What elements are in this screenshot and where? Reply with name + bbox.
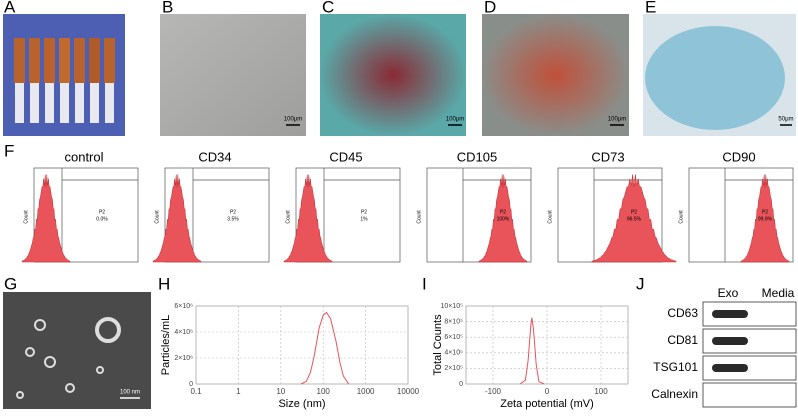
- plot-frame: [465, 305, 629, 385]
- curve: [300, 311, 350, 385]
- x-tick-label: 100: [594, 387, 608, 396]
- histogram: [591, 174, 677, 263]
- plot-title: CD73: [591, 149, 624, 164]
- plot-frame: [295, 167, 401, 263]
- y-label: Count: [678, 210, 684, 224]
- syringes: [14, 38, 115, 123]
- panel-label: D: [484, 0, 496, 16]
- gate-percent: 3.5%: [227, 216, 239, 222]
- tissue: [645, 26, 785, 130]
- x-tick-label: 1: [236, 387, 241, 396]
- x-axis-label: Size (nm): [278, 398, 325, 410]
- plot-title: control: [64, 149, 103, 164]
- gate-percent: 96.5%: [627, 216, 642, 222]
- gate-percent: 1%: [360, 216, 368, 222]
- plot-frame: [33, 167, 139, 263]
- panel-label: F: [4, 141, 14, 160]
- tem-g: [3, 292, 151, 409]
- histogram: [740, 174, 790, 263]
- y-tick-label: 0: [189, 381, 193, 388]
- panel-label: B: [162, 0, 173, 16]
- gate-label: P2: [762, 209, 768, 215]
- band: [712, 337, 748, 345]
- band: [712, 310, 748, 318]
- x-tick-label: -100: [485, 387, 502, 396]
- row-label: Calnexin: [651, 387, 698, 401]
- gate-percent: 100%: [497, 216, 510, 222]
- y-tick-label: 0: [459, 381, 463, 388]
- plot-title: CD45: [329, 149, 362, 164]
- y-label: Count: [547, 210, 553, 224]
- gate-label: P2: [500, 209, 506, 215]
- y-tick-label: 6×10⁶: [174, 303, 193, 310]
- micrograph-d: [482, 14, 629, 136]
- panel-label: G: [4, 274, 17, 293]
- y-label: Count: [154, 210, 160, 224]
- y-tick-label: 4×10⁵: [444, 350, 463, 357]
- histogram: [283, 174, 333, 263]
- scale-label: 100μm: [446, 117, 464, 123]
- y-tick-label: 10×10⁵: [440, 303, 463, 310]
- scale-label: 100 nm: [120, 390, 140, 396]
- histogram: [478, 174, 528, 263]
- y-tick-label: 2×10⁶: [174, 355, 193, 362]
- x-axis-label: Zeta potential (mV): [500, 398, 594, 410]
- y-tick-label: 2×10⁵: [444, 365, 463, 372]
- row-label: CD63: [667, 306, 698, 320]
- plot-title: CD34: [198, 149, 231, 164]
- blot-strip: [702, 382, 797, 408]
- scale-bars: [120, 124, 792, 399]
- x-tick-label: 10: [276, 387, 285, 396]
- row-label: TSG101: [653, 360, 698, 374]
- panel-label: J: [636, 274, 645, 293]
- plot-frame: [164, 167, 270, 263]
- panel-label: C: [322, 0, 334, 16]
- micrograph-b: [160, 14, 306, 136]
- histogram: [21, 174, 71, 263]
- y-label: Count: [285, 210, 291, 224]
- row-label: CD81: [667, 333, 698, 347]
- column-label: Media: [762, 286, 795, 300]
- y-axis-label: Total Counts: [432, 314, 444, 376]
- micrograph-c: [320, 14, 466, 136]
- plot-title: CD90: [722, 149, 755, 164]
- gate-label: P2: [99, 209, 105, 215]
- panel-label: A: [4, 0, 16, 16]
- panel-label: E: [645, 0, 656, 16]
- plot-title: CD105: [457, 149, 497, 164]
- vesicles: [16, 317, 121, 399]
- y-tick-label: 6×10⁵: [444, 334, 463, 341]
- column-label: Exo: [718, 286, 739, 300]
- curve: [519, 317, 545, 385]
- gate-label: P2: [631, 209, 637, 215]
- panel-label: H: [158, 274, 170, 293]
- x-tick-label: 0: [545, 387, 550, 396]
- y-tick-label: 8×10⁵: [444, 318, 463, 325]
- scale-label: 100μm: [284, 117, 302, 123]
- panel-label: I: [422, 274, 427, 293]
- x-tick-label: 10000: [397, 387, 420, 396]
- x-tick-label: 0.1: [190, 387, 202, 396]
- y-label: Count: [416, 210, 422, 224]
- plot-frame: [195, 305, 409, 385]
- y-tick-label: 4×10⁶: [174, 329, 193, 336]
- x-tick-label: 100: [317, 387, 331, 396]
- gate-percent: 99.9%: [758, 216, 773, 222]
- y-axis-label: Particles/mL: [160, 315, 172, 376]
- x-tick-label: 1000: [357, 387, 375, 396]
- histogram: [152, 174, 202, 263]
- scale-label: 50μm: [778, 117, 793, 123]
- y-label: Count: [23, 210, 29, 224]
- scale-label: 100μm: [608, 117, 626, 123]
- gate-percent: 0.0%: [96, 216, 108, 222]
- band: [712, 364, 748, 372]
- gate-label: P2: [230, 209, 236, 215]
- gate-label: P2: [361, 209, 367, 215]
